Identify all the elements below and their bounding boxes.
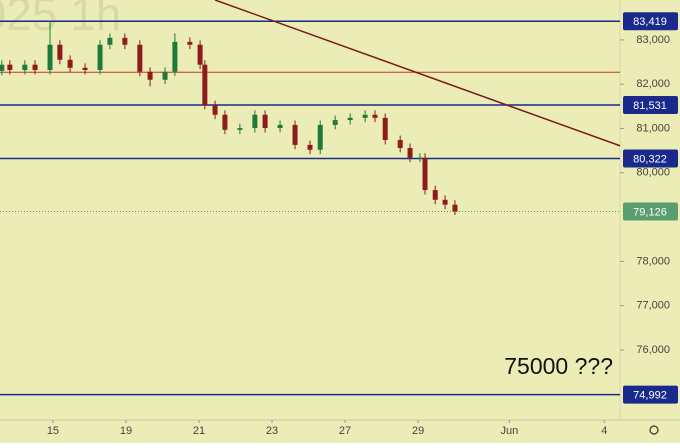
price-label: 81,531 [633,100,667,112]
x-tick-label: 15 [47,425,59,437]
candle-body [417,157,423,159]
price-label: 79,126 [633,206,667,218]
candle-body [432,190,438,200]
candle-body [82,67,88,70]
candle-body [407,147,413,158]
candle-body [32,64,38,70]
candle-body [107,37,113,45]
y-tick-label: 78,000 [636,255,670,267]
candle-body [122,37,128,45]
y-tick-label: 77,000 [636,300,670,312]
price-label-box [623,202,678,221]
price-label-box [623,149,678,168]
price-label-box [623,385,678,404]
candle-body [137,44,143,72]
candle-body [67,59,73,68]
candle-body [187,41,193,45]
y-tick-label: 76,000 [636,344,670,356]
trendline [214,0,621,147]
candle-body [202,64,208,105]
candle-body [292,124,298,145]
candle-body [222,114,228,130]
candle-body [277,124,283,129]
candle-body [97,44,103,70]
candle-body [162,71,168,80]
candle-body [47,44,53,70]
candle-body [0,64,5,71]
y-tick-label: 81,000 [636,122,670,134]
candle-body [172,41,178,72]
candle-body [347,117,353,121]
x-tick-label: 21 [193,425,205,437]
candle-body [382,117,388,140]
candle-body [7,64,13,70]
price-label-box [623,12,678,31]
candle-body [452,204,458,212]
candle-body [442,199,448,205]
candle-body [317,124,323,150]
price-label-box [623,95,678,114]
candle-body [57,44,63,60]
annotation: 75000 ??? [504,353,613,379]
price-label: 83,419 [633,16,667,28]
price-label: 74,992 [633,390,667,402]
candle-body [22,64,28,70]
candle-body [397,140,403,148]
y-tick-label: 82,000 [636,78,670,90]
x-tick-label: Jun [500,425,518,437]
candle-body [237,128,243,130]
candle-body [422,157,428,191]
candle-body [147,71,153,80]
x-tick-label: 27 [339,425,351,437]
x-tick-label: 23 [266,425,278,437]
x-tick-label: 19 [120,425,132,437]
candle-body [197,44,203,65]
candle-body [372,114,378,118]
x-tick-label: 4 [601,425,607,437]
candle-body [307,144,313,150]
price-label: 80,322 [633,153,667,165]
candle-body [252,114,258,129]
candle-body [362,114,368,118]
settings-gear[interactable] [649,425,659,435]
candle-body [212,105,218,115]
candle-body [262,114,268,129]
settings-icon[interactable] [649,425,659,435]
x-tick-label: 29 [412,425,424,437]
y-tick-label: 83,000 [636,34,670,46]
candle-body [332,120,338,125]
watermark: 2025 1h [0,0,121,40]
y-tick-label: 80,000 [636,167,670,179]
